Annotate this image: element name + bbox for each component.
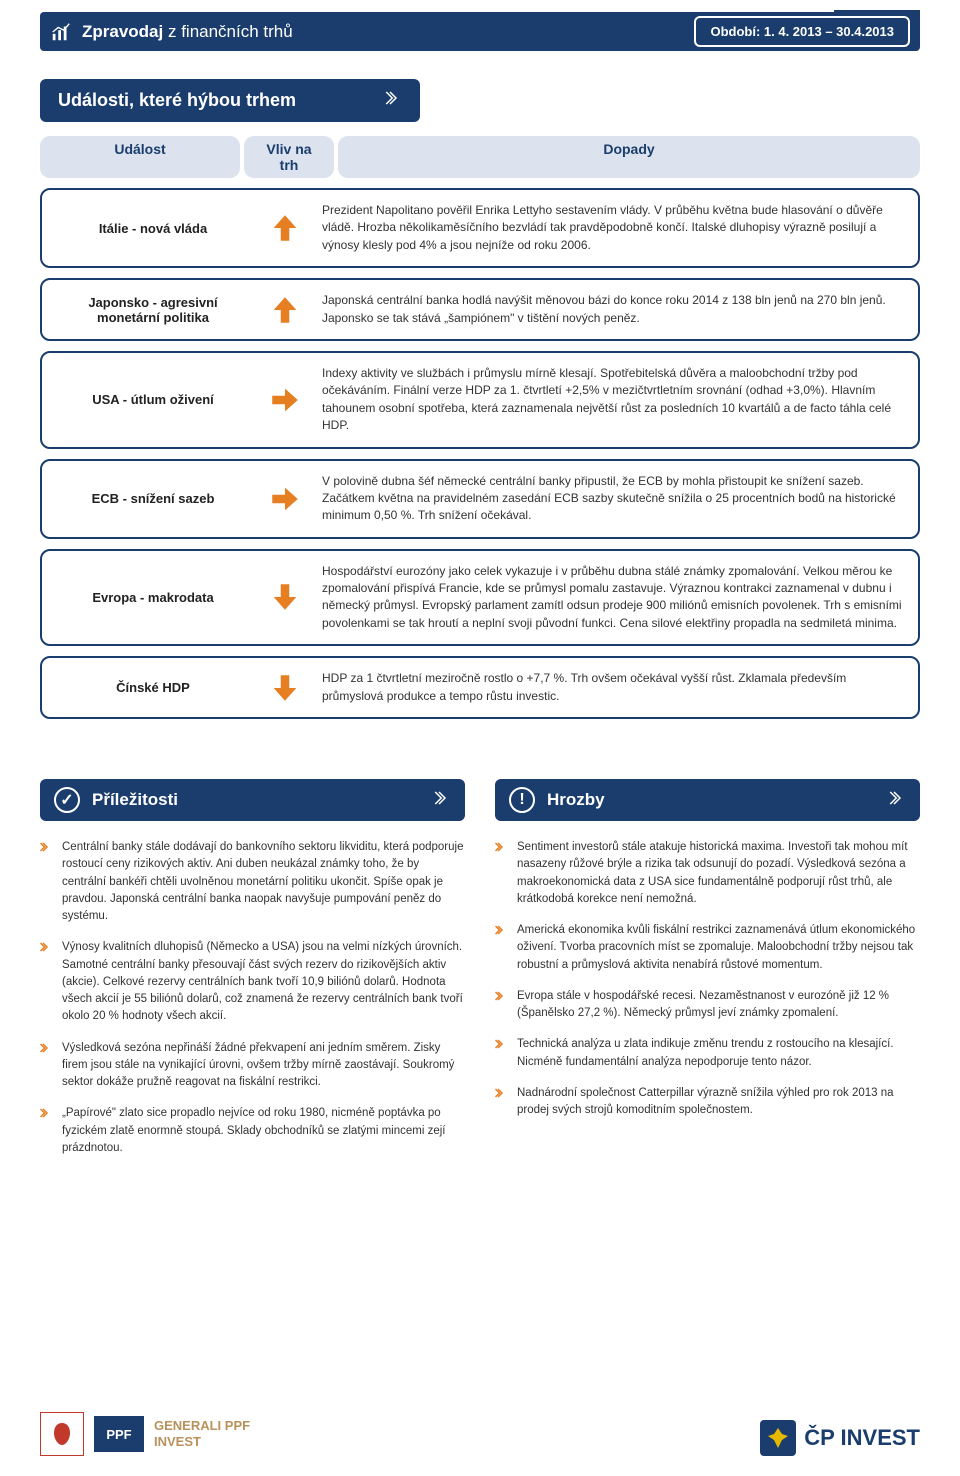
arrow-right-icon [260,482,310,516]
event-text: Japonská centrální banka hodlá navýšit m… [322,292,902,327]
cp-invest-logo: ČP INVEST [760,1420,920,1456]
list-item: Nadnárodní společnost Catterpillar výraz… [495,1085,920,1120]
event-label: Evropa - makrodata [58,590,248,605]
event-label: Čínské HDP [58,680,248,695]
arrow-up-icon [260,293,310,327]
list-item: Evropa stále v hospodářské recesi. Nezam… [495,988,920,1023]
list-item-text: „Papírové" zlato sice propadlo nejvíce o… [62,1105,465,1157]
list-item-text: Výsledková sezóna nepřináší žádné překva… [62,1040,465,1092]
event-text: V polovině dubna šéf německé centrální b… [322,473,902,525]
event-row: USA - útlum oživení Indexy aktivity ve sl… [40,351,920,449]
event-row: ECB - snížení sazeb V polovině dubna šéf … [40,459,920,539]
opportunities-header: ✓ Příležitosti [40,779,465,821]
event-label: Japonsko - agresivní monetární politika [58,295,248,325]
event-label: Itálie - nová vláda [58,221,248,236]
event-text: Hospodářství eurozóny jako celek vykazuj… [322,563,902,633]
list-item-text: Nadnárodní společnost Catterpillar výraz… [517,1085,920,1120]
event-label: USA - útlum oživení [58,392,248,407]
list-item: Sentiment investorů stále atakuje histor… [495,839,920,908]
header-bar: Zpravodaj z finančních trhů Období: 1. 4… [40,12,920,51]
chevron-bullet-icon [495,1085,509,1120]
chevron-bullet-icon [40,1105,54,1157]
list-item-text: Centrální banky stále dodávají do bankov… [62,839,465,925]
chevron-right-icon [433,789,451,812]
col-event: Událost [40,136,240,178]
event-row: Itálie - nová vláda Prezident Napolitano … [40,188,920,268]
chevron-bullet-icon [495,988,509,1023]
list-item-text: Americká ekonomika kvůli fiskální restri… [517,922,920,974]
chevron-bullet-icon [495,1036,509,1071]
event-row: Evropa - makrodata Hospodářství eurozóny … [40,549,920,647]
opportunities-column: ✓ Příležitosti Centrální banky stále dod… [40,779,465,1171]
threats-header: ! Hrozby [495,779,920,821]
col-impact: Vliv na trh [244,136,334,178]
chevron-bullet-icon [40,839,54,925]
chevron-right-icon [384,89,402,112]
chart-icon [50,21,72,43]
chevron-bullet-icon [495,922,509,974]
header-title: Zpravodaj z finančních trhů [82,22,293,42]
footer: PPF GENERALI PPF INVEST ČP INVEST [40,1412,920,1456]
list-item: Výnosy kvalitních dluhopisů (Německo a U… [40,939,465,1025]
threats-column: ! Hrozby Sentiment investorů stále ataku… [495,779,920,1171]
chevron-right-icon [888,789,906,812]
events-table-header: Událost Vliv na trh Dopady [40,136,920,178]
arrow-down-icon [260,580,310,614]
list-item: Americká ekonomika kvůli fiskální restri… [495,922,920,974]
exclaim-icon: ! [509,787,535,813]
arrow-up-icon [260,211,310,245]
list-item: „Papírové" zlato sice propadlo nejvíce o… [40,1105,465,1157]
period-box: Období: 1. 4. 2013 – 30.4.2013 [694,16,910,47]
ppf-logo: PPF [94,1416,144,1452]
event-row: Japonsko - agresivní monetární politika J… [40,278,920,341]
list-item: Centrální banky stále dodávají do bankov… [40,839,465,925]
generali-logo [40,1412,84,1456]
generali-ppf-text: GENERALI PPF INVEST [154,1418,250,1449]
list-item-text: Sentiment investorů stále atakuje histor… [517,839,920,908]
check-icon: ✓ [54,787,80,813]
event-row: Čínské HDP HDP za 1 čtvrtletní meziročně … [40,656,920,719]
list-item-text: Evropa stále v hospodářské recesi. Nezam… [517,988,920,1023]
chevron-bullet-icon [40,939,54,1025]
event-text: Indexy aktivity ve službách i průmyslu m… [322,365,902,435]
chevron-bullet-icon [40,1040,54,1092]
list-item: Technická analýza u zlata indikuje změnu… [495,1036,920,1071]
col-effects: Dopady [338,136,920,178]
event-text: HDP za 1 čtvrtletní meziročně rostlo o +… [322,670,902,705]
arrow-right-icon [260,383,310,417]
event-label: ECB - snížení sazeb [58,491,248,506]
list-item: Výsledková sezóna nepřináší žádné překva… [40,1040,465,1092]
event-text: Prezident Napolitano pověřil Enrika Lett… [322,202,902,254]
list-item-text: Výnosy kvalitních dluhopisů (Německo a U… [62,939,465,1025]
events-section-title: Události, které hýbou trhem [40,79,420,122]
arrow-down-icon [260,671,310,705]
list-item-text: Technická analýza u zlata indikuje změnu… [517,1036,920,1071]
chevron-bullet-icon [495,839,509,908]
